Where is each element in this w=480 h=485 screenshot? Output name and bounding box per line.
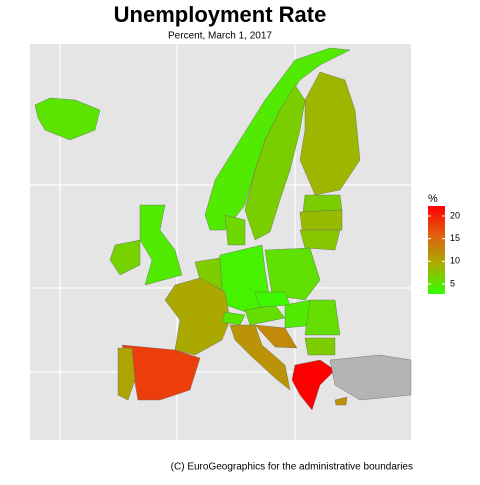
- legend-colorbar: [428, 206, 445, 294]
- legend: 5 10 15 20: [428, 210, 460, 288]
- region: [299, 209, 343, 231]
- regions: [34, 47, 412, 411]
- region: [264, 247, 321, 301]
- region: [194, 257, 223, 291]
- region: [224, 214, 246, 246]
- legend-tick-label: 10: [450, 256, 460, 266]
- region: [254, 291, 291, 308]
- region: [304, 299, 341, 336]
- region: [334, 396, 348, 406]
- region: [302, 194, 343, 213]
- region: [299, 229, 341, 251]
- region: [164, 277, 231, 356]
- region: [139, 204, 183, 286]
- title: Unemployment Rate: [114, 2, 327, 27]
- region: [117, 347, 136, 401]
- region: [254, 324, 298, 349]
- subtitle: Percent, March 1, 2017: [168, 31, 272, 42]
- region: [291, 359, 336, 411]
- legend-title: %: [428, 193, 438, 205]
- region: [329, 354, 412, 401]
- region: [244, 84, 306, 241]
- legend-tick-label: 15: [450, 233, 460, 243]
- region: [299, 71, 361, 196]
- region: [304, 337, 336, 356]
- region: [109, 239, 141, 276]
- legend-tick-label: 5: [450, 278, 455, 288]
- caption: (C) EuroGeographics for the administrati…: [171, 462, 413, 473]
- region: [34, 97, 101, 141]
- legend-tick-label: 20: [450, 210, 460, 220]
- region: [229, 324, 291, 391]
